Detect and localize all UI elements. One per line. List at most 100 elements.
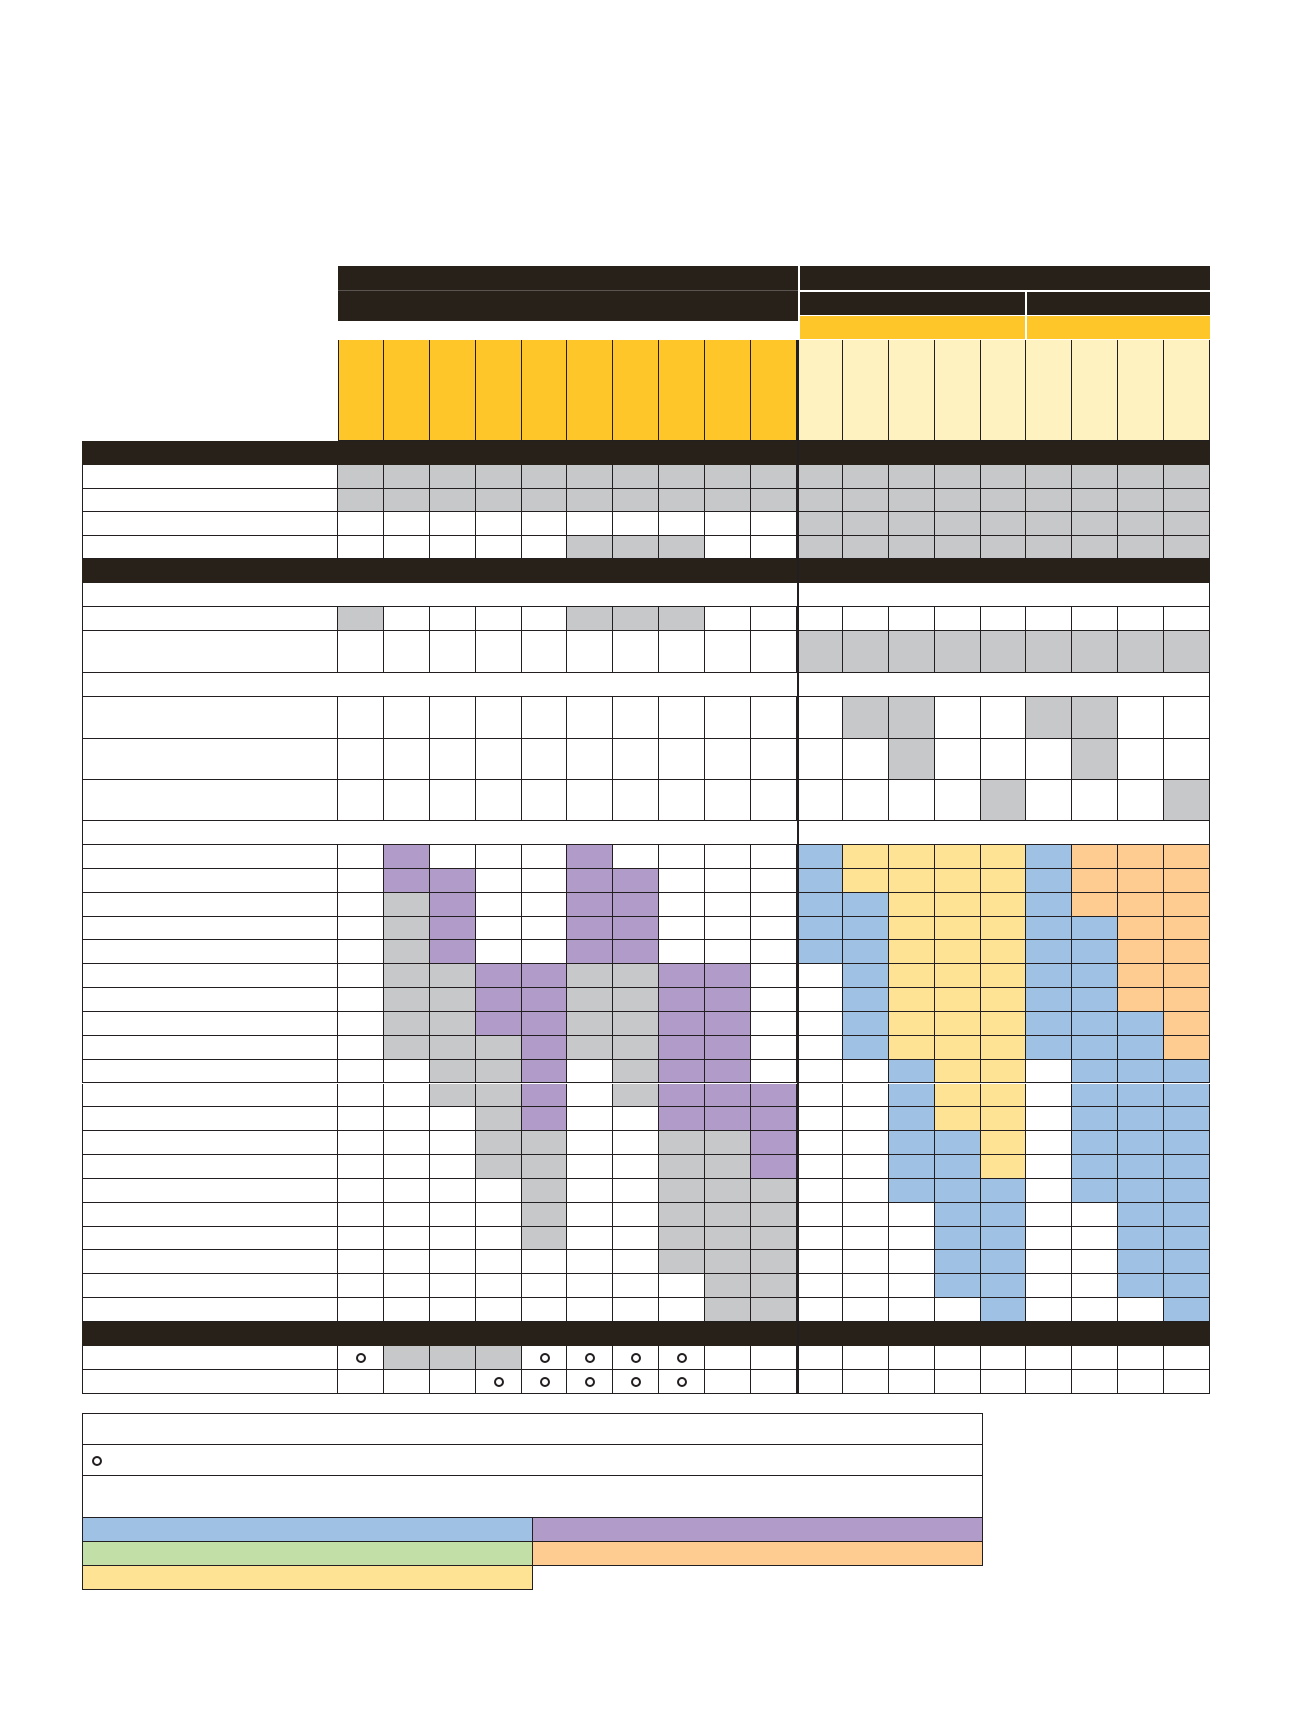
table-cell xyxy=(980,940,1027,965)
legend-swatch-green xyxy=(82,1542,533,1566)
column-head-11 xyxy=(796,340,843,441)
table-cell xyxy=(980,1107,1027,1132)
table-cell xyxy=(567,940,614,965)
table-cell xyxy=(1072,940,1119,965)
table-cell xyxy=(796,780,843,821)
table-cell xyxy=(1072,916,1119,941)
table-cell xyxy=(475,1059,522,1084)
table-cell xyxy=(1072,535,1119,559)
table-cell xyxy=(659,1059,706,1084)
table-cell xyxy=(888,1250,935,1275)
table-cell xyxy=(842,1035,889,1060)
table-cell xyxy=(567,465,614,489)
table-cell xyxy=(475,697,522,739)
table-cell xyxy=(1026,1083,1073,1108)
table-cell xyxy=(1118,1274,1165,1299)
table-cell xyxy=(1072,631,1119,673)
row-label xyxy=(82,488,338,512)
table-cell xyxy=(934,1011,981,1036)
table-cell xyxy=(429,512,476,536)
table-cell xyxy=(475,1107,522,1132)
table-cell xyxy=(383,868,430,893)
table-cell xyxy=(429,1274,476,1299)
column-head-3 xyxy=(429,340,476,441)
table-cell xyxy=(659,1226,706,1251)
table-cell xyxy=(980,535,1027,559)
table-cell xyxy=(521,512,568,536)
table-cell xyxy=(842,988,889,1012)
header-right-top xyxy=(800,266,1210,290)
table-cell xyxy=(429,607,476,631)
table-cell xyxy=(1072,1226,1119,1251)
table-cell xyxy=(338,1083,384,1108)
table-cell xyxy=(796,1250,843,1275)
table-cell xyxy=(613,1083,660,1108)
table-cell xyxy=(429,739,476,780)
table-cell xyxy=(888,739,935,780)
table-cell xyxy=(475,739,522,780)
table-cell xyxy=(613,1107,660,1132)
table-cell xyxy=(338,697,384,739)
table-cell xyxy=(429,1226,476,1251)
column-head-14 xyxy=(934,340,981,441)
table-cell xyxy=(1118,465,1165,489)
table-cell xyxy=(1118,964,1165,989)
table-cell xyxy=(521,1083,568,1108)
table-cell xyxy=(1164,1178,1210,1203)
table-cell xyxy=(888,916,935,941)
table-cell xyxy=(1026,1274,1073,1299)
column-head-4 xyxy=(475,340,522,441)
table-cell xyxy=(521,1011,568,1036)
table-cell xyxy=(1164,512,1210,536)
table-cell xyxy=(383,488,430,512)
table-cell xyxy=(567,631,614,673)
table-cell xyxy=(1164,1011,1210,1036)
table-cell xyxy=(383,607,430,631)
table-cell xyxy=(980,488,1027,512)
row-label xyxy=(82,512,338,536)
table-cell xyxy=(842,1274,889,1299)
table-cell xyxy=(613,535,660,559)
table-cell xyxy=(796,488,843,512)
table-cell xyxy=(842,780,889,821)
table-cell xyxy=(338,1011,384,1036)
table-cell xyxy=(980,868,1027,893)
column-head-7 xyxy=(613,340,660,441)
table-cell xyxy=(980,631,1027,673)
table-cell xyxy=(1026,868,1073,893)
table-cell xyxy=(1164,892,1210,917)
table-cell xyxy=(980,1274,1027,1299)
table-cell xyxy=(521,1178,568,1203)
table-cell xyxy=(796,1226,843,1251)
table-cell xyxy=(475,1250,522,1275)
table-cell xyxy=(1072,1059,1119,1084)
table-cell xyxy=(888,697,935,739)
table-cell xyxy=(383,780,430,821)
table-cell xyxy=(888,465,935,489)
table-cell xyxy=(475,916,522,941)
table-cell xyxy=(475,1011,522,1036)
table-cell xyxy=(1118,1035,1165,1060)
table-cell xyxy=(659,1202,706,1227)
table-cell xyxy=(1026,892,1073,917)
row-label xyxy=(82,940,338,965)
table-cell xyxy=(705,1202,752,1227)
legend-title-row xyxy=(82,1413,983,1445)
table-cell xyxy=(842,1059,889,1084)
table-cell xyxy=(383,1346,430,1370)
table-cell xyxy=(1072,607,1119,631)
table-cell xyxy=(613,1250,660,1275)
table-cell xyxy=(980,465,1027,489)
table-cell xyxy=(842,697,889,739)
table-cell xyxy=(429,1250,476,1275)
table-cell xyxy=(842,1131,889,1156)
table-cell xyxy=(934,868,981,893)
table-cell xyxy=(796,739,843,780)
table-cell xyxy=(796,535,843,559)
table-cell xyxy=(980,512,1027,536)
table-cell xyxy=(842,488,889,512)
table-cell xyxy=(751,1370,797,1394)
table-cell xyxy=(934,1202,981,1227)
table-cell xyxy=(751,1226,797,1251)
table-cell xyxy=(934,1274,981,1299)
